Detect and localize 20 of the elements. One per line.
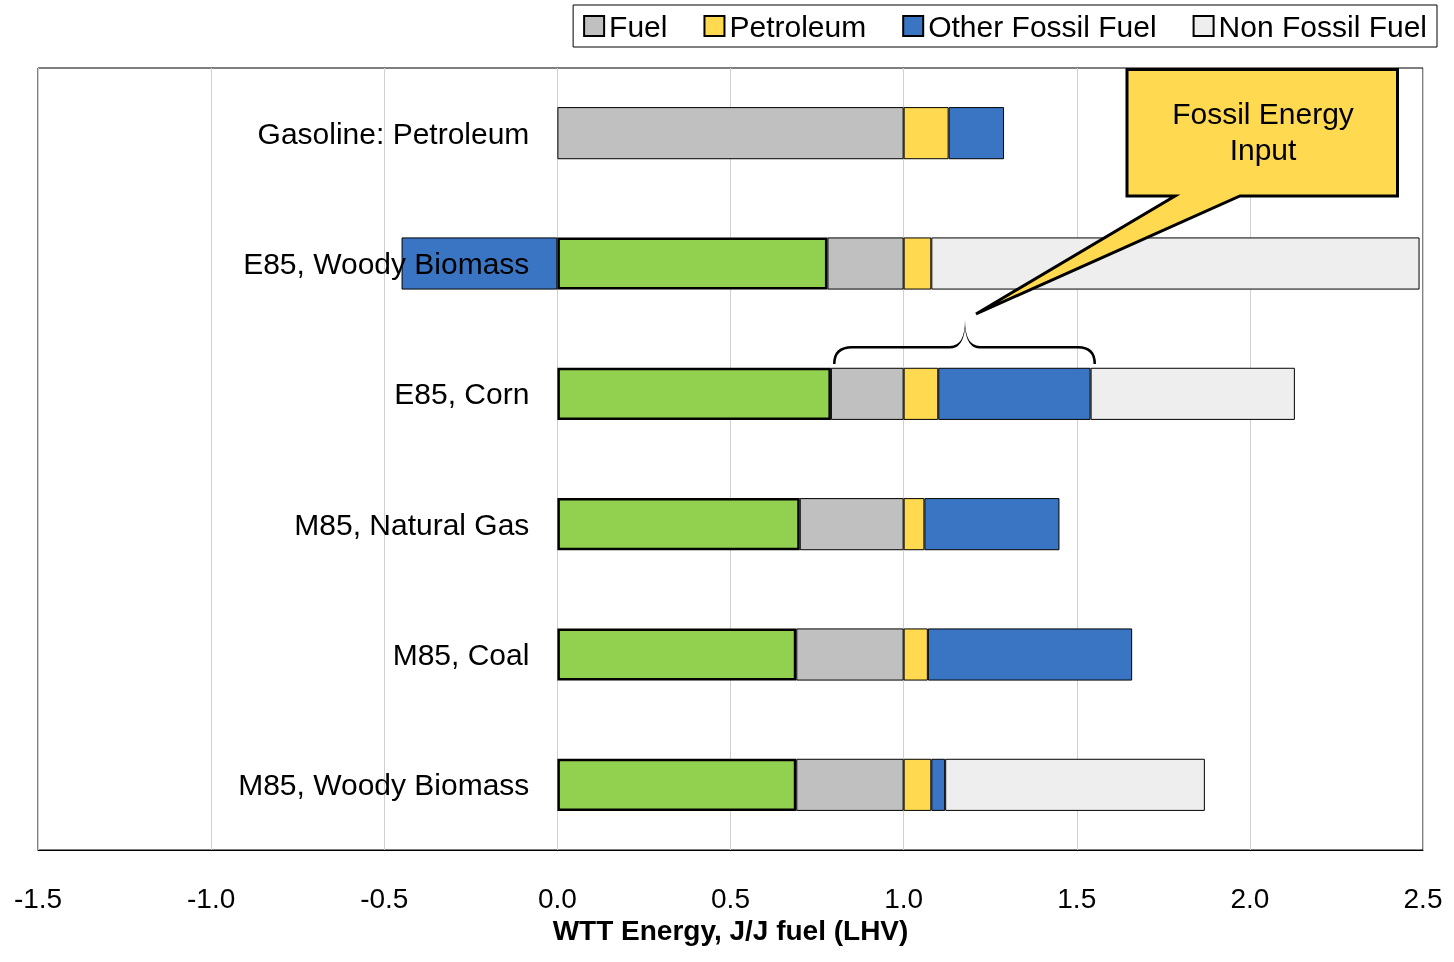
legend-label: Fuel (609, 9, 668, 43)
legend-label: Petroleum (729, 9, 867, 43)
y-tick-label: Gasoline: Petroleum (257, 116, 530, 150)
x-tick-label: 0.5 (711, 882, 750, 914)
y-tick-label: E85, Corn (394, 377, 530, 411)
x-tick-label: 1.5 (1057, 882, 1097, 914)
x-tick-label: 0.0 (537, 882, 577, 914)
x-tick-label: -0.5 (360, 882, 409, 914)
x-tick-label: 1.0 (884, 882, 924, 914)
x-axis-title: WTT Energy, J/J fuel (LHV) (552, 915, 909, 947)
x-tick-label: -1.5 (13, 882, 63, 914)
y-tick-label: M85, Coal (392, 638, 530, 671)
y-tick-label: M85, Natural Gas (294, 507, 530, 541)
x-tick-label: -1.0 (187, 882, 236, 914)
x-tick-label: 2.5 (1403, 882, 1443, 914)
annotation: Fossil Energy Input (1171, 96, 1355, 168)
legend-label: Other Fossil Fuel (928, 9, 1157, 43)
legend-label: Non Fossil Fuel (1218, 9, 1427, 43)
x-tick-label: 2.0 (1230, 882, 1270, 914)
y-tick-label: M85, Woody Biomass (238, 768, 530, 802)
